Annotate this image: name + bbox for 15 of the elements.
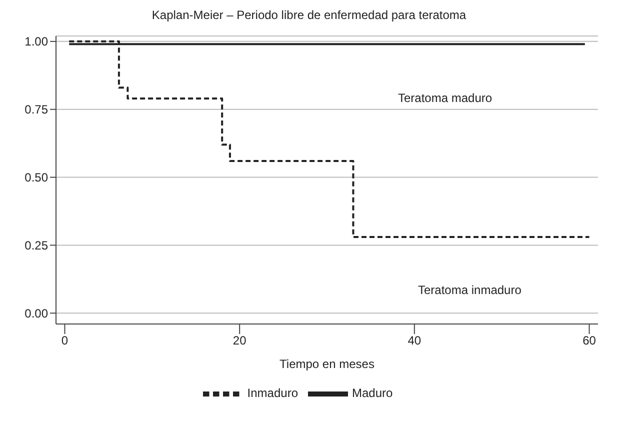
y-tick-label: 0.25 [24,238,48,252]
legend-label: Maduro [352,386,393,400]
x-axis-title: Tiempo en meses [280,357,374,371]
annotation: Teratoma maduro [398,91,492,105]
x-tick-label: 60 [582,334,596,348]
x-tick-label: 20 [232,334,247,348]
y-tick-label: 0.75 [24,102,48,117]
x-tick-label: 0 [61,334,68,348]
y-tick-label: 1.00 [24,34,48,49]
y-tick-label: 0.00 [24,306,48,320]
x-tick-label: 40 [408,334,422,348]
annotation: Teratoma inmaduro [418,283,522,297]
legend-label: Inmaduro [247,386,298,400]
y-tick-label: 0.50 [24,170,48,185]
chart-title: Kaplan-Meier – Periodo libre de enfermedad para teratoma [150,8,468,24]
